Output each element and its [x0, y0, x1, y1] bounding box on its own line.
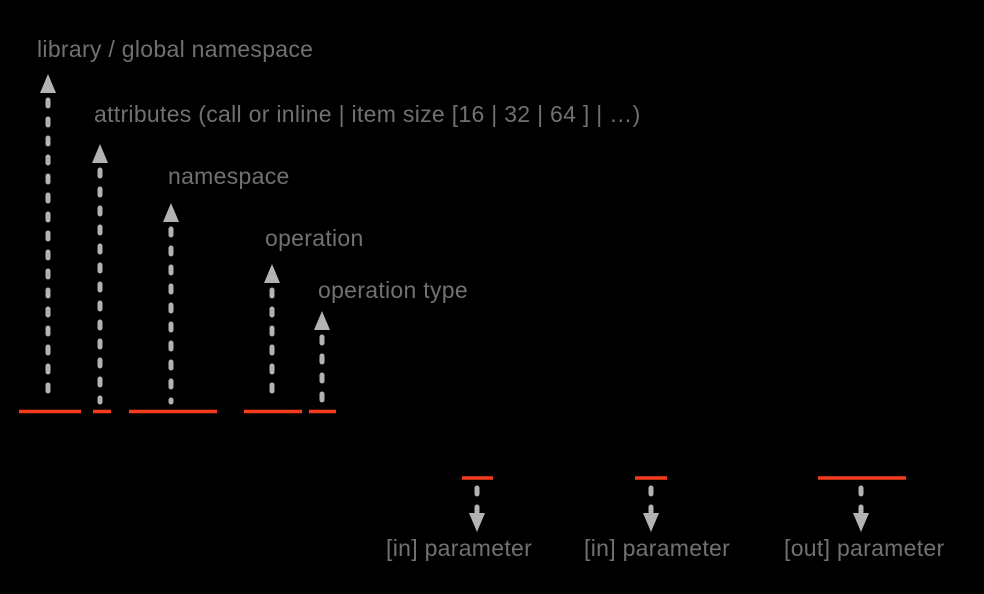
label-operation-type: operation type: [318, 277, 468, 303]
label-in-parameter-1: [in] parameter: [386, 535, 533, 561]
up-arrow-attributes-icon: [92, 144, 108, 405]
label-in-parameter-2: [in] parameter: [584, 535, 731, 561]
up-arrow-namespace-icon: [163, 203, 179, 405]
up-arrow-library-icon: [40, 74, 56, 405]
label-library-global-namespace: library / global namespace: [37, 36, 314, 62]
label-attributes: attributes (call or inline | item size […: [94, 101, 641, 127]
label-operation: operation: [265, 225, 364, 251]
down-arrow-param-in-1-icon: [469, 485, 485, 532]
label-out-parameter: [out] parameter: [784, 535, 945, 561]
up-arrow-operation-type-icon: [314, 311, 330, 405]
label-namespace: namespace: [168, 163, 290, 189]
down-arrow-param-out-icon: [853, 485, 869, 532]
down-arrow-param-in-2-icon: [643, 485, 659, 532]
up-arrow-operation-icon: [264, 264, 280, 405]
